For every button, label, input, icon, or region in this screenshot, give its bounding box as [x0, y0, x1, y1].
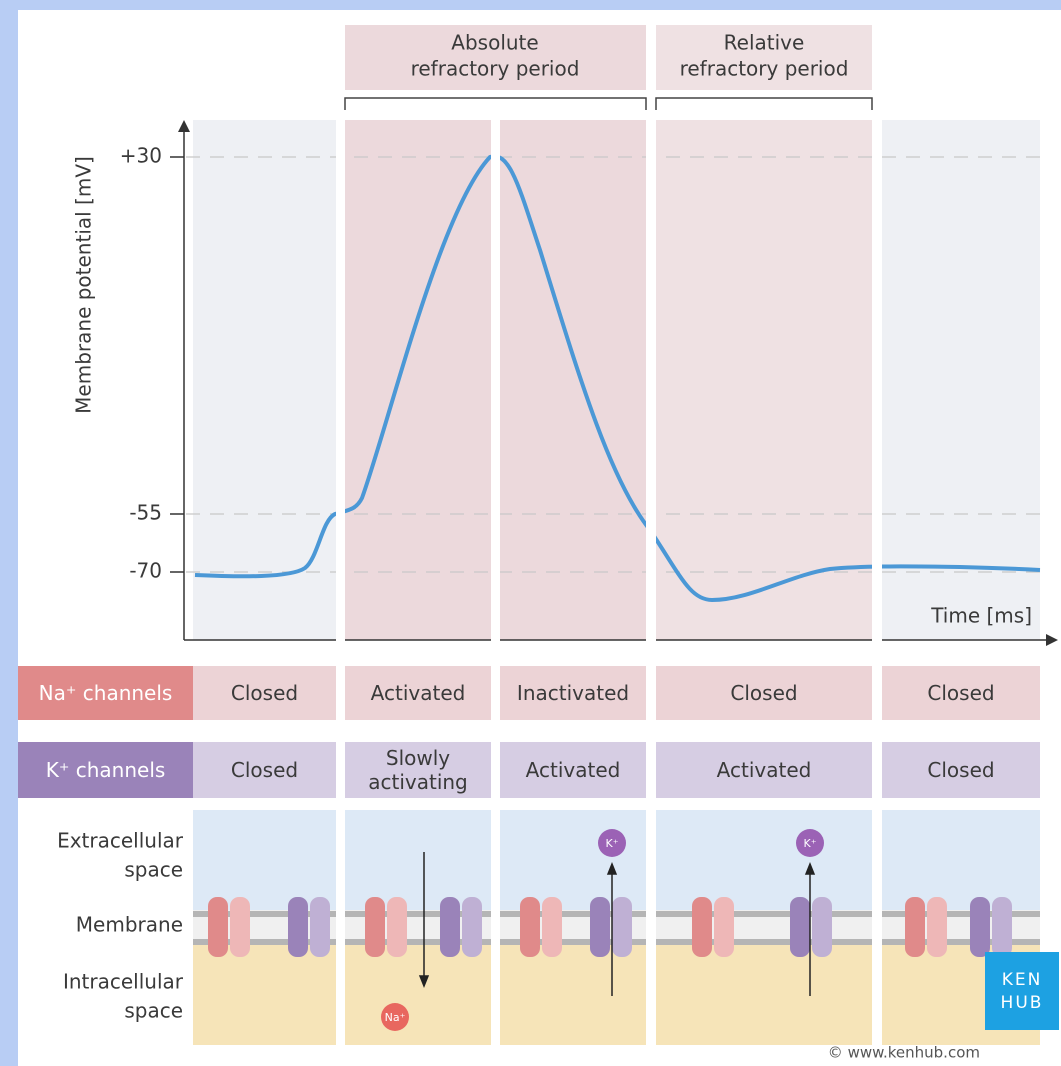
- channel-part: [542, 897, 562, 957]
- channel-part: [812, 897, 832, 957]
- column-bg: [882, 120, 1040, 640]
- header-box: [345, 25, 646, 90]
- channel-part: [365, 897, 385, 957]
- logo-box: [985, 952, 1059, 1030]
- tick-marks: [170, 156, 184, 573]
- y-tick-label: -55: [129, 501, 162, 525]
- channel-part: [905, 897, 925, 957]
- channel-part: [520, 897, 540, 957]
- action-potential-curve: [194, 154, 1041, 603]
- channel-part: [992, 897, 1012, 957]
- row-label: K⁺ channels: [45, 758, 166, 782]
- table-cell: Closed: [230, 681, 299, 705]
- table-cell: Closed: [730, 681, 798, 705]
- row-bg: [193, 666, 1040, 720]
- channel-part: [970, 897, 990, 957]
- channel-part: [692, 897, 712, 957]
- table-cell: Activated: [716, 758, 812, 782]
- channel-part: [927, 897, 947, 957]
- channel-part: [714, 897, 734, 957]
- row-label-bg: [18, 742, 193, 798]
- column-separators: [336, 120, 882, 1066]
- channel-part: [288, 897, 308, 957]
- space-label: Membrane: [76, 913, 183, 937]
- ion: [381, 1003, 409, 1031]
- ion: [796, 829, 824, 857]
- table-cell: Closed: [230, 758, 299, 782]
- axes: [183, 128, 1050, 641]
- y-tick-label: -70: [129, 559, 162, 583]
- table-cell: Closed: [927, 758, 995, 782]
- logo-text: HUB: [1001, 993, 1044, 1013]
- header-text: refractory period: [680, 57, 849, 81]
- channel-part: [612, 897, 632, 957]
- channel-part: [230, 897, 250, 957]
- channel-part: [462, 897, 482, 957]
- header-box: [656, 25, 872, 90]
- y-tick-label: +30: [120, 144, 162, 168]
- channel-part: [387, 897, 407, 957]
- table-cell: Slowly activating: [368, 746, 468, 794]
- ion-label: K⁺: [605, 837, 618, 850]
- row-label: Na⁺ channels: [38, 681, 173, 705]
- column-bg: [656, 120, 872, 640]
- column-bg: [345, 120, 491, 640]
- channel-part: [440, 897, 460, 957]
- extracellular-bg: [193, 810, 1040, 910]
- channel-part: [310, 897, 330, 957]
- x-axis-label: Time [ms]: [930, 604, 1032, 628]
- intracellular-bg: [193, 945, 1040, 1045]
- header-text: Absolute: [451, 31, 538, 55]
- ion-label: K⁺: [803, 837, 816, 850]
- space-label: Extracellular: [57, 829, 184, 853]
- channels: [208, 897, 1012, 957]
- row-label-bg: [18, 666, 193, 720]
- ion: [598, 829, 626, 857]
- bracket: [344, 97, 873, 110]
- header-text: refractory period: [411, 57, 580, 81]
- logo-text: KEN: [1002, 970, 1043, 990]
- ion-label: Na⁺: [385, 1011, 406, 1024]
- ion-arrows: [418, 852, 816, 996]
- space-label: space: [124, 858, 183, 882]
- table-cell: Activated: [370, 681, 466, 705]
- table-cell: Inactivated: [516, 681, 630, 705]
- header-text: Relative: [724, 31, 805, 55]
- space-label: Intracellular: [63, 970, 184, 994]
- channel-part: [790, 897, 810, 957]
- channel-part: [590, 897, 610, 957]
- row-bg: [193, 742, 1040, 798]
- channel-part: [208, 897, 228, 957]
- table-cell: Closed: [927, 681, 995, 705]
- credit: © www.kenhub.com: [828, 1044, 980, 1062]
- y-axis-label: Membrane potential [mV]: [72, 156, 96, 414]
- table-cell: Activated: [525, 758, 621, 782]
- space-label: space: [124, 999, 183, 1023]
- column-bg: [193, 120, 336, 640]
